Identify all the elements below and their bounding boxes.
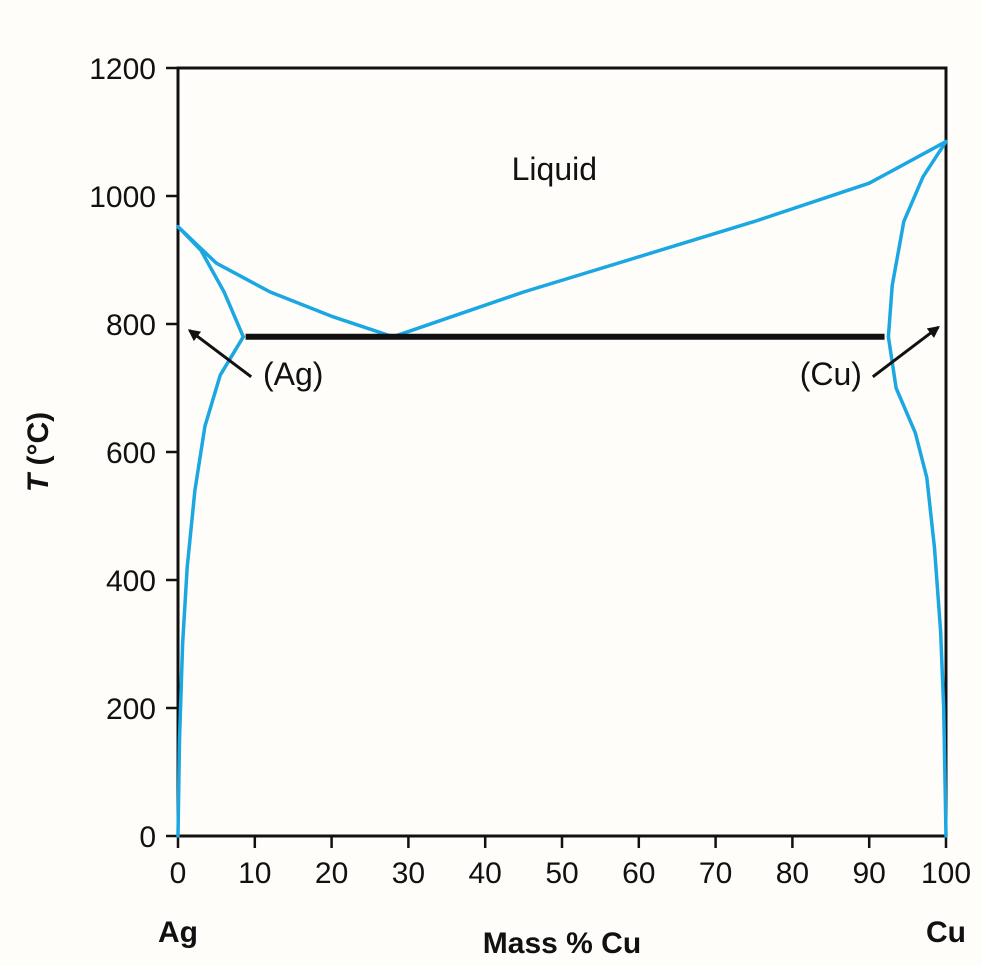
annotation-label-1: (Ag) — [263, 356, 323, 392]
plot-area-frame — [176, 66, 948, 838]
solidus-cu-line — [886, 139, 948, 339]
x-tick-label-90: 90 — [853, 857, 886, 890]
x-tick-label-50: 50 — [545, 857, 578, 890]
annotations: Liquid (Ag) (Cu) — [187, 151, 940, 392]
y-axis-title-symbol: T — [22, 471, 55, 492]
solvus-cu-line — [886, 335, 948, 838]
y-tick-label-600: 600 — [106, 437, 156, 470]
x-tick-label-20: 20 — [315, 857, 348, 890]
x-tick-label-40: 40 — [469, 857, 502, 890]
liquidus-cu-line — [391, 139, 948, 339]
y-tick-label-1200: 1200 — [89, 53, 156, 86]
annotation-arrow-2 — [871, 325, 940, 378]
liquidus-ag-line — [176, 224, 395, 339]
annotation-arrow-1 — [187, 329, 253, 378]
x-tick-label-70: 70 — [699, 857, 732, 890]
y-tick-label-0: 0 — [139, 821, 156, 854]
y-axis-title: T (°C) — [22, 412, 55, 492]
x-tick-label-100: 100 — [921, 857, 971, 890]
annotation-label-2: (Cu) — [800, 356, 862, 392]
x-tick-label-10: 10 — [238, 857, 271, 890]
y-tick-label-400: 400 — [106, 565, 156, 598]
x-end-label-cu: Cu — [926, 916, 966, 949]
annotation-label-0: Liquid — [512, 151, 597, 187]
x-tick-label-0: 0 — [170, 857, 187, 890]
solidus-ag-line — [176, 224, 246, 339]
x-tick-label-30: 30 — [392, 857, 425, 890]
y-tick-label-200: 200 — [106, 693, 156, 726]
phase-boundary-lines — [176, 139, 948, 838]
y-axis-ticks: 0 200 400 600 800 1000 1200 — [89, 53, 178, 854]
solvus-ag-line — [176, 335, 246, 838]
y-axis-title-unit: (°C) — [22, 412, 55, 474]
x-tick-label-80: 80 — [776, 857, 809, 890]
y-tick-label-800: 800 — [106, 309, 156, 342]
x-tick-label-60: 60 — [622, 857, 655, 890]
x-axis-title: Mass % Cu — [483, 927, 641, 960]
x-axis-ticks: 0 10 20 30 40 50 60 70 80 90 100 — [170, 836, 971, 890]
x-end-label-ag: Ag — [158, 916, 198, 949]
y-tick-label-1000: 1000 — [89, 181, 156, 214]
